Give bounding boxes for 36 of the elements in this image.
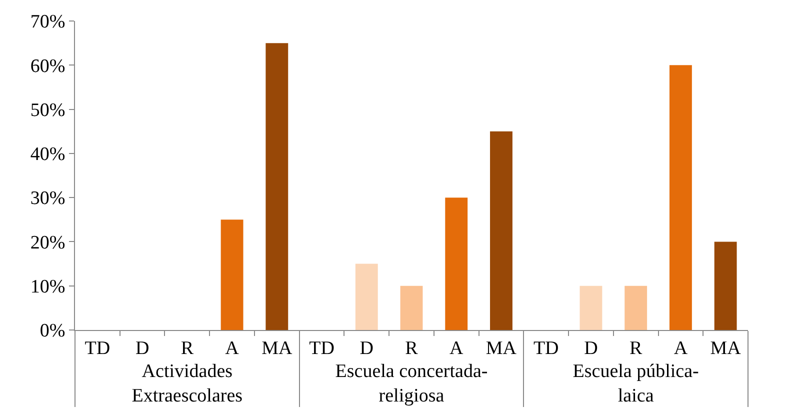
- text: Escuela concertada- religiosa: [335, 360, 488, 406]
- bar: [445, 198, 468, 330]
- bar: [669, 65, 692, 330]
- x-tick-label: R: [405, 338, 418, 359]
- bar: [220, 220, 244, 330]
- bar: [624, 286, 648, 330]
- y-tick-label: 40%: [30, 144, 66, 166]
- x-tick-label: R: [629, 338, 642, 359]
- bar: [580, 286, 602, 330]
- x-tick-label: A: [450, 338, 464, 359]
- y-tick-label: 30%: [30, 188, 66, 210]
- x-tick-label: MA: [486, 338, 517, 359]
- x-tick-label: D: [584, 338, 598, 359]
- y-tick-label: 10%: [30, 276, 66, 298]
- x-tick-label: TD: [533, 338, 559, 359]
- x-tick-label: MA: [262, 338, 292, 359]
- x-tick-label: TD: [309, 338, 334, 359]
- text: Escuela pública- laica: [572, 360, 699, 406]
- y-tick-label: 0%: [40, 320, 66, 342]
- y-tick-label: 50%: [30, 100, 66, 121]
- bar: [490, 131, 512, 330]
- x-tick-label: A: [225, 338, 240, 359]
- y-tick-label: 60%: [30, 56, 66, 77]
- bar: [266, 43, 288, 330]
- bar: [714, 242, 737, 330]
- y-tick-label: 20%: [30, 232, 66, 254]
- text: Actividades Extraescolares: [132, 360, 243, 406]
- x-tick-label: D: [135, 338, 150, 359]
- bar: [400, 286, 423, 330]
- y-tick-label: 70%: [30, 12, 66, 33]
- x-tick-label: TD: [84, 338, 110, 359]
- x-tick-label: A: [674, 338, 688, 359]
- x-tick-label: MA: [710, 338, 742, 359]
- bar: [355, 264, 378, 330]
- x-tick-label: D: [360, 338, 374, 359]
- x-tick-label: R: [180, 338, 194, 359]
